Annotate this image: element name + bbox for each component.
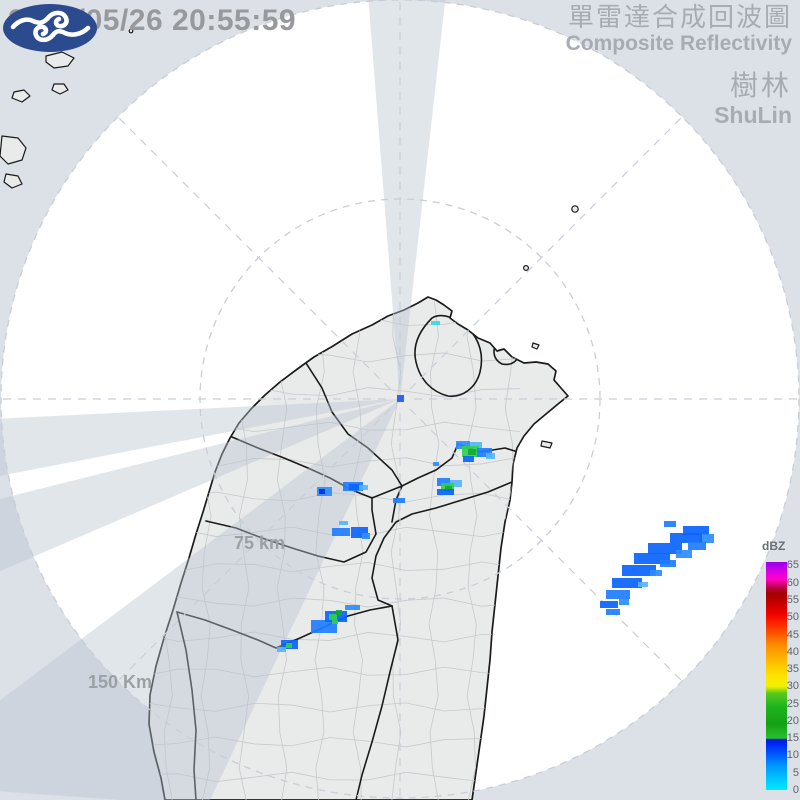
echo-cell [393, 498, 405, 503]
echo-cell [433, 462, 439, 466]
echo-cell [349, 484, 360, 490]
echo-cell [339, 521, 348, 525]
echo-cell [683, 526, 709, 535]
product-title-zh: 單雷達合成回波圖 [567, 2, 792, 32]
echo-cell [638, 582, 648, 587]
echo-cell [456, 441, 470, 449]
range-label-75km: 75 km [234, 533, 285, 553]
echo-cell [277, 647, 286, 652]
echo-cell [664, 521, 676, 527]
echo-cell [634, 553, 670, 564]
echo-cell [437, 478, 450, 486]
echo-cell [676, 550, 692, 558]
echo-cell [450, 480, 462, 487]
echo-cell [431, 321, 440, 325]
echo-cell [445, 486, 452, 491]
echo-cell [600, 601, 618, 608]
echo-cell [622, 565, 656, 576]
echo-cell [688, 542, 706, 550]
echo-cell [437, 489, 454, 495]
echo-cell [660, 560, 676, 567]
echo-cell [332, 620, 338, 624]
cwb-logo-wave-icon [10, 10, 91, 43]
dbz-colorbar [766, 562, 787, 790]
station-name-zh: 樹林 [729, 70, 792, 101]
echo-cell [670, 533, 702, 543]
echo-cell [619, 599, 629, 605]
offshore-islets [0, 28, 579, 449]
cwb-logo-ellipse [3, 4, 97, 52]
cwb-logo [3, 4, 97, 52]
echo-cell [362, 533, 370, 539]
echo-cell [650, 570, 662, 576]
station-name-en: ShuLin [714, 102, 792, 128]
echo-cell [345, 605, 360, 610]
range-label-150km: 150 Km [88, 672, 152, 692]
echo-cell [470, 442, 482, 448]
echo-cell [397, 395, 404, 402]
echo-cell [311, 620, 337, 633]
echo-cell [648, 543, 682, 554]
echo-cell [351, 527, 368, 538]
echo-cell [606, 590, 630, 599]
reflectivity-echo-layer [277, 321, 714, 652]
echo-cell [477, 448, 492, 457]
echo-cell [463, 456, 474, 462]
echo-cell [319, 489, 325, 494]
echo-cell [486, 453, 495, 459]
echo-cell [359, 485, 368, 490]
echo-cell [329, 614, 337, 620]
echo-cell [700, 534, 714, 543]
colorbar-unit-label: dBZ [762, 539, 786, 553]
echo-cell [468, 449, 476, 455]
echo-cell [606, 609, 620, 615]
echo-cell [332, 528, 350, 536]
product-title-en: Composite Reflectivity [565, 32, 792, 55]
echo-cell [612, 578, 642, 588]
echo-cell [336, 610, 342, 615]
header-titles: 單雷達合成回波圖 Composite Reflectivity 樹林 ShuLi… [566, 2, 792, 128]
echo-cell [286, 643, 292, 648]
